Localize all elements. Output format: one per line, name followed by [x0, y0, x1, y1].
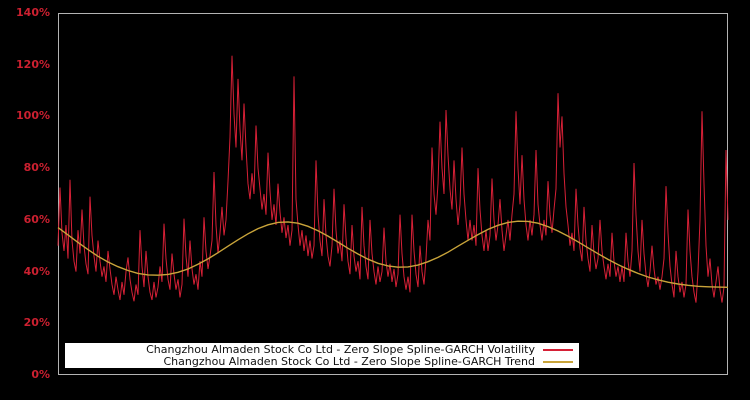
- legend-label-volatility: Changzhou Almaden Stock Co Ltd - Zero Sl…: [146, 342, 535, 356]
- y-tick-label: 140%: [16, 6, 50, 19]
- y-tick-label: 120%: [16, 57, 50, 71]
- volatility-line: [57, 55, 729, 303]
- y-tick-label: 0%: [31, 368, 50, 381]
- legend-label-trend: Changzhou Almaden Stock Co Ltd - Zero Sl…: [163, 354, 536, 368]
- legend-item-volatility: Changzhou Almaden Stock Co Ltd - Zero Sl…: [65, 342, 573, 356]
- trend-line: [57, 220, 729, 288]
- volatility-line-swatch: [543, 348, 573, 351]
- y-tick-label: 40%: [23, 264, 50, 278]
- y-tick-label: 100%: [16, 109, 50, 123]
- y-tick-label: 20%: [23, 316, 50, 330]
- legend-item-trend: Changzhou Almaden Stock Co Ltd - Zero Sl…: [65, 354, 573, 368]
- y-tick-label: 80%: [23, 161, 50, 175]
- trend-line-swatch: [543, 360, 573, 363]
- y-tick-label: 60%: [23, 212, 50, 226]
- legend-box: Changzhou Almaden Stock Co Ltd - Zero Sl…: [65, 343, 579, 368]
- plot-area: [58, 13, 728, 375]
